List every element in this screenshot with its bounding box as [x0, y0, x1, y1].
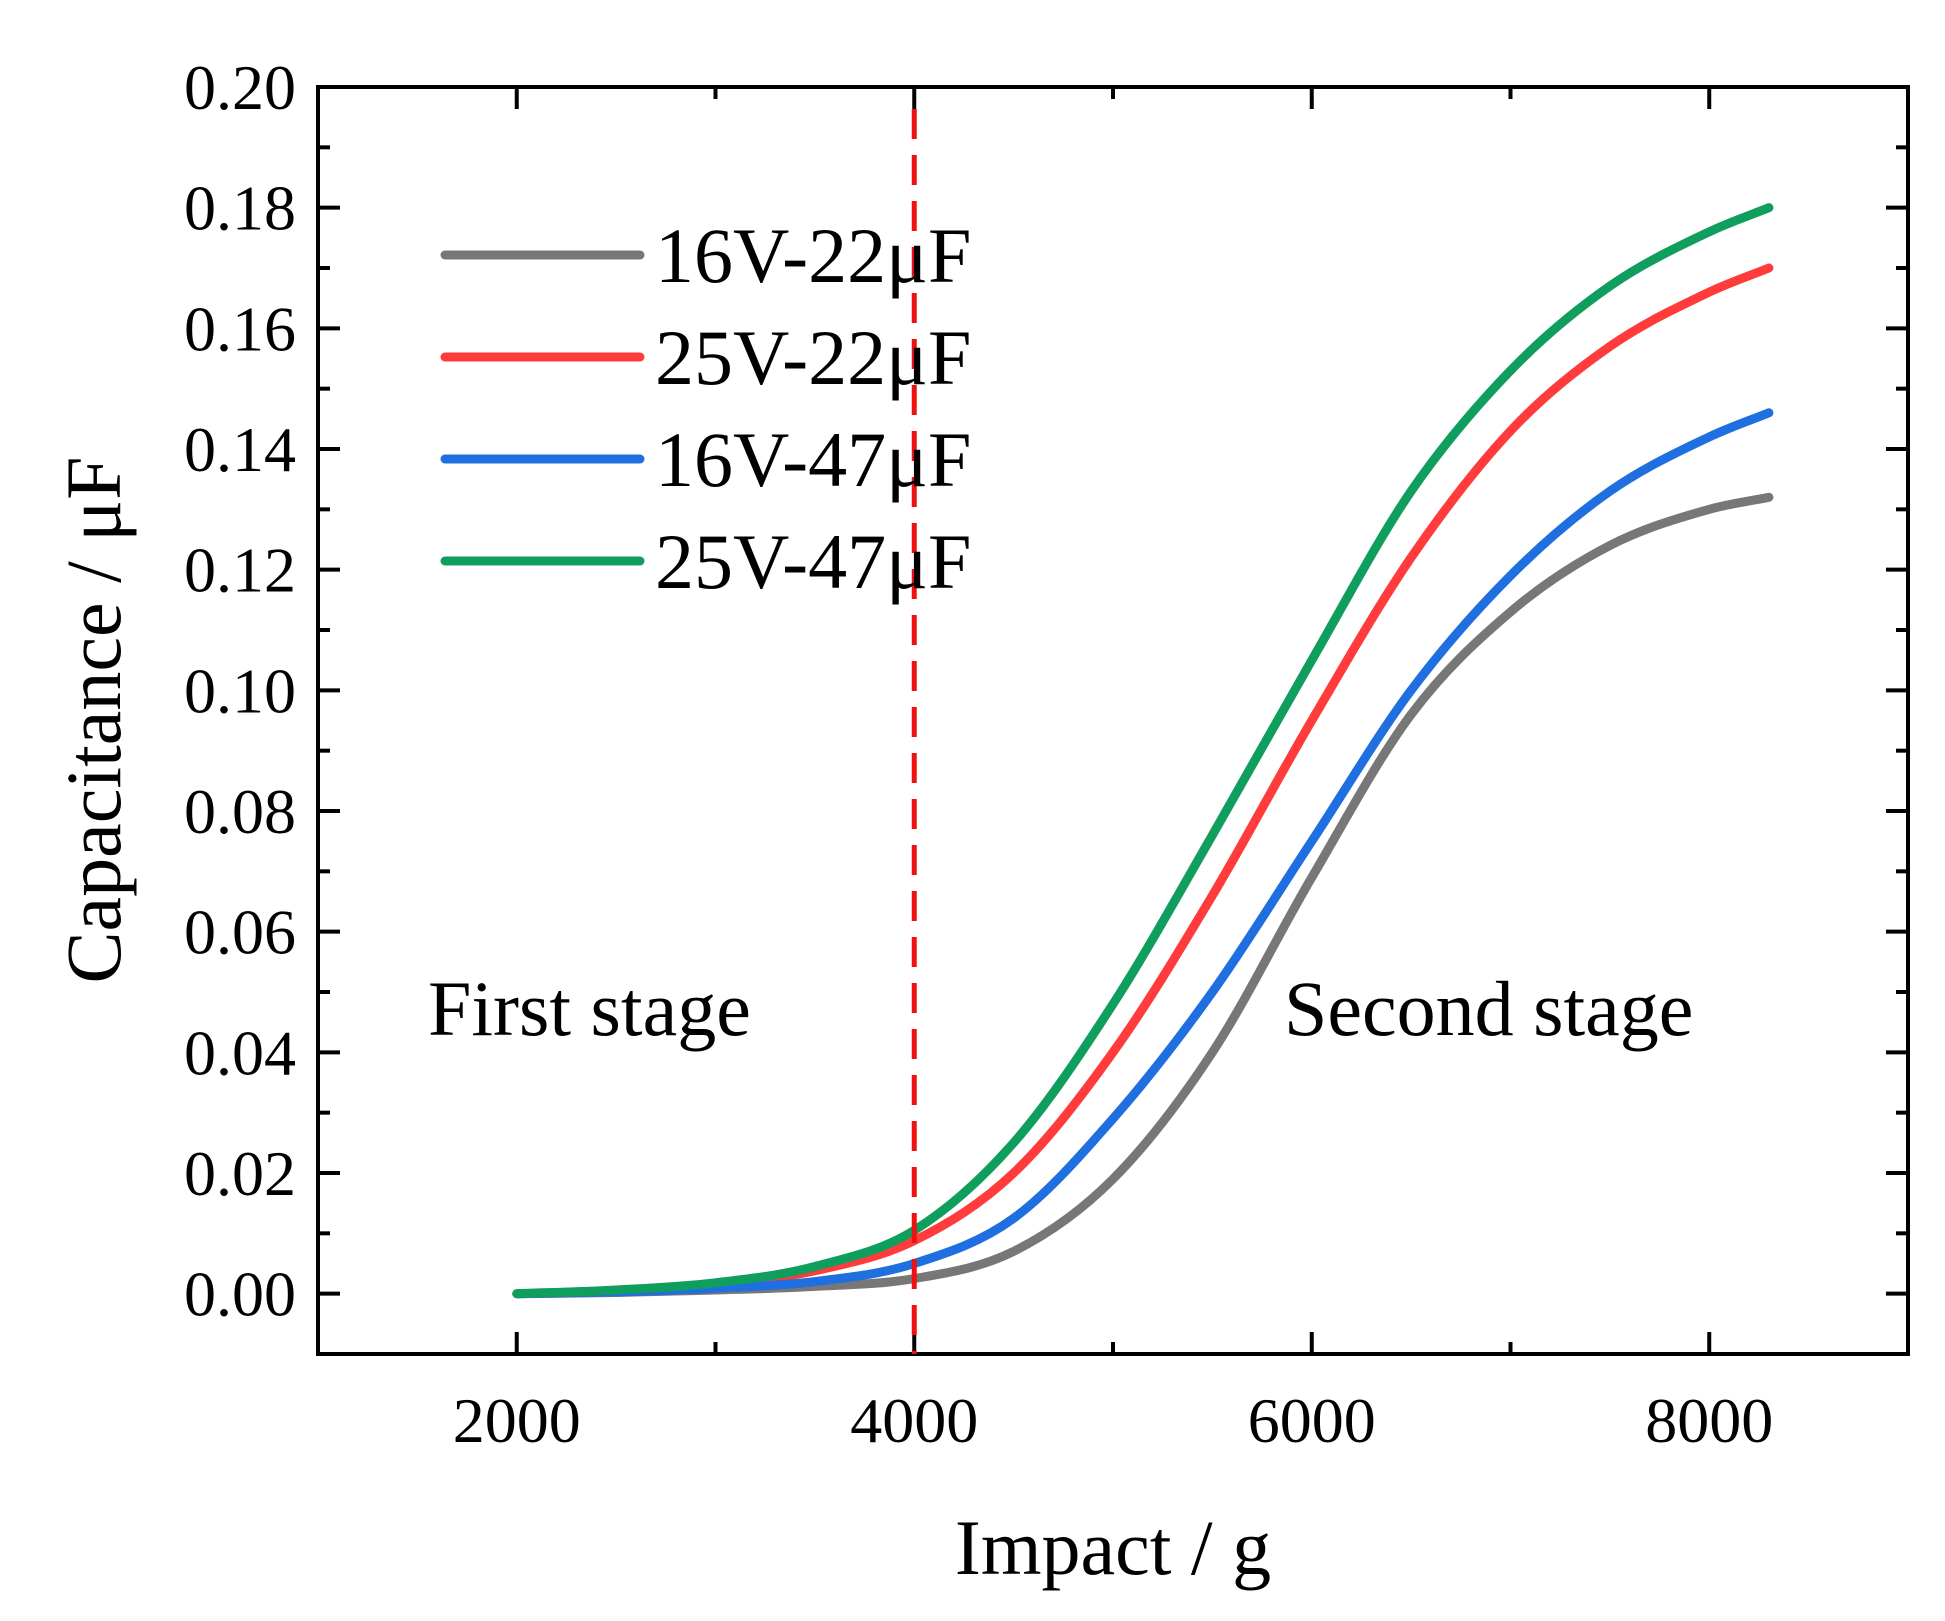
y-tick-label: 0.14 — [184, 414, 296, 485]
series-line-4 — [512, 203, 1774, 1299]
series-layer — [512, 203, 1774, 1299]
legend-label-3: 16V-47μF — [655, 416, 971, 503]
y-tick-label: 0.08 — [184, 776, 296, 847]
series-line-1 — [512, 492, 1774, 1299]
y-tick-label: 0.06 — [184, 897, 296, 968]
legend-label-1: 16V-22μF — [655, 212, 971, 299]
x-tick-label: 4000 — [850, 1385, 978, 1456]
x-tick-label: 8000 — [1645, 1385, 1773, 1456]
y-tick-label: 0.02 — [184, 1138, 296, 1209]
y-axis-label: Capacitance / μF — [50, 457, 137, 984]
x-tick-label: 2000 — [453, 1385, 581, 1456]
x-axis-ticks: 2000 4000 6000 8000 — [316, 87, 1910, 1456]
annotation-second-stage: Second stage — [1284, 965, 1693, 1052]
y-tick-label: 0.12 — [184, 535, 296, 606]
y-tick-label: 0.04 — [184, 1017, 296, 1088]
legend-label-4: 25V-47μF — [655, 518, 971, 605]
legend-label-2: 25V-22μF — [655, 314, 971, 401]
y-tick-label: 0.18 — [184, 173, 296, 244]
x-tick-label: 6000 — [1248, 1385, 1376, 1456]
plot-frame — [316, 85, 1910, 1356]
y-tick-label: 0.20 — [184, 52, 296, 123]
y-tick-label: 0.00 — [184, 1259, 296, 1330]
series-line-3 — [512, 408, 1774, 1299]
annotation-first-stage: First stage — [428, 965, 751, 1052]
y-tick-label: 0.16 — [184, 293, 296, 364]
y-tick-label: 0.10 — [184, 655, 296, 726]
x-axis-label: Impact / g — [955, 1504, 1271, 1591]
legend: 16V-22μF 25V-22μF 16V-47μF 25V-47μF — [440, 212, 971, 605]
y-axis-ticks: 0.00 0.02 0.04 0.06 0.08 0.10 0.12 0.14 0.16 0.18… — [184, 52, 1908, 1356]
